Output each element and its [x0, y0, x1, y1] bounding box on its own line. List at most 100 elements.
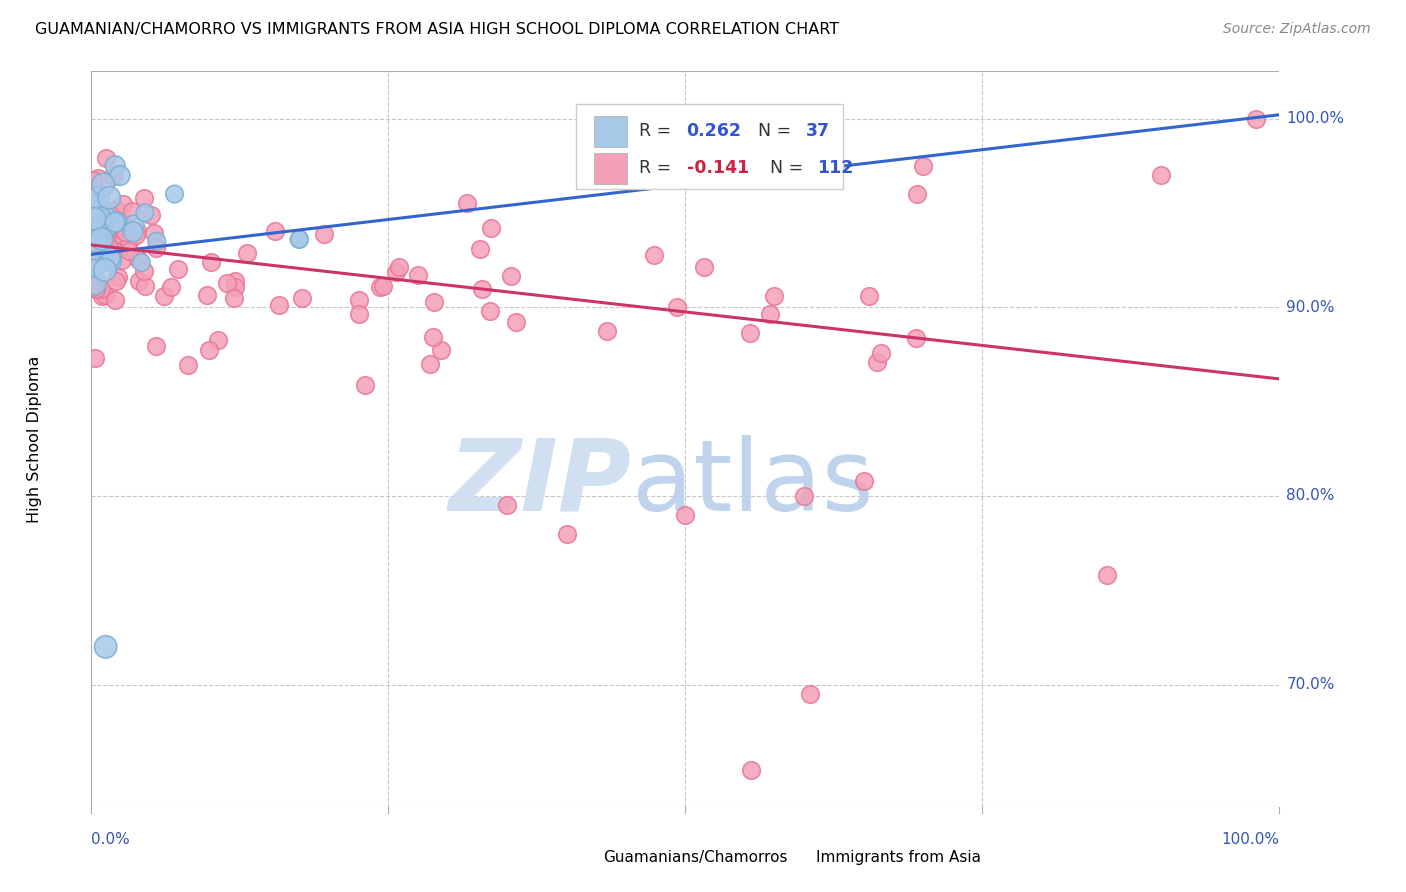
- Point: [84, 229, 107, 244]
- Point: [145, 241, 167, 255]
- Point: [121, 203, 143, 218]
- Point: [91, 178, 114, 192]
- Point: [83, 229, 105, 244]
- Point: [1244, 112, 1267, 126]
- Point: [107, 269, 129, 284]
- Point: [132, 264, 155, 278]
- Point: [217, 277, 239, 291]
- FancyBboxPatch shape: [561, 843, 596, 871]
- Point: [94, 262, 117, 277]
- Point: [90, 289, 112, 303]
- Point: [269, 298, 291, 312]
- Text: 90.0%: 90.0%: [1286, 300, 1334, 315]
- Point: [596, 324, 619, 338]
- Point: [103, 244, 125, 259]
- Point: [98, 191, 121, 205]
- Point: [479, 221, 502, 235]
- Point: [82, 197, 104, 211]
- Point: [291, 291, 314, 305]
- Text: N =: N =: [758, 122, 797, 140]
- Point: [312, 227, 335, 241]
- Point: [86, 234, 108, 248]
- Point: [82, 259, 104, 273]
- Point: [673, 508, 696, 522]
- Point: [236, 246, 259, 260]
- Point: [423, 294, 446, 309]
- Point: [83, 241, 105, 255]
- Point: [97, 222, 120, 236]
- Point: [90, 242, 112, 256]
- Point: [86, 171, 108, 186]
- Point: [349, 293, 371, 307]
- Point: [387, 260, 409, 274]
- Point: [83, 211, 105, 226]
- Point: [198, 343, 221, 357]
- Point: [134, 206, 156, 220]
- Point: [1149, 168, 1171, 182]
- Point: [128, 274, 150, 288]
- Point: [127, 224, 149, 238]
- Point: [852, 474, 875, 488]
- Point: [288, 232, 311, 246]
- Point: [105, 202, 128, 216]
- Point: [371, 279, 394, 293]
- Point: [105, 215, 128, 229]
- Point: [870, 346, 893, 360]
- Point: [97, 251, 120, 265]
- Point: [904, 331, 927, 345]
- Text: atlas: atlas: [631, 435, 873, 532]
- Text: High School Diploma: High School Diploma: [27, 356, 42, 523]
- Point: [103, 169, 125, 183]
- Point: [84, 240, 107, 254]
- Point: [468, 242, 491, 256]
- Point: [118, 244, 141, 259]
- Point: [385, 265, 408, 279]
- FancyBboxPatch shape: [593, 116, 627, 147]
- Point: [93, 221, 115, 235]
- Text: 0.0%: 0.0%: [91, 832, 131, 847]
- Point: [89, 224, 111, 238]
- Point: [288, 232, 311, 246]
- Text: 37: 37: [806, 122, 830, 140]
- Text: R =: R =: [640, 160, 676, 178]
- Point: [84, 351, 107, 366]
- Point: [82, 280, 104, 294]
- Point: [1095, 568, 1118, 582]
- Text: GUAMANIAN/CHAMORRO VS IMMIGRANTS FROM ASIA HIGH SCHOOL DIPLOMA CORRELATION CHART: GUAMANIAN/CHAMORRO VS IMMIGRANTS FROM AS…: [35, 22, 839, 37]
- Point: [83, 215, 105, 229]
- Point: [112, 229, 135, 244]
- Point: [693, 260, 716, 274]
- Point: [499, 269, 522, 284]
- Point: [83, 277, 105, 291]
- Point: [90, 247, 112, 261]
- Point: [82, 172, 104, 186]
- Text: ZIP: ZIP: [449, 435, 631, 532]
- Point: [456, 196, 478, 211]
- Point: [82, 202, 104, 216]
- Point: [86, 200, 108, 214]
- Point: [866, 355, 889, 369]
- Text: 100.0%: 100.0%: [1286, 111, 1344, 126]
- Point: [100, 210, 122, 224]
- Point: [82, 234, 104, 248]
- Text: 0.262: 0.262: [686, 122, 741, 140]
- Point: [858, 289, 880, 303]
- Point: [82, 219, 104, 234]
- Point: [94, 640, 117, 654]
- Text: 70.0%: 70.0%: [1286, 677, 1334, 692]
- Point: [90, 232, 112, 246]
- FancyBboxPatch shape: [593, 153, 627, 184]
- Text: Guamanians/Chamorros: Guamanians/Chamorros: [603, 850, 787, 865]
- Point: [131, 255, 153, 269]
- Point: [125, 228, 148, 243]
- Point: [167, 262, 190, 277]
- Point: [87, 244, 110, 258]
- Point: [159, 279, 181, 293]
- Point: [86, 213, 108, 227]
- Text: R =: R =: [640, 122, 676, 140]
- Point: [87, 191, 110, 205]
- Point: [353, 378, 375, 392]
- Point: [224, 275, 246, 289]
- Point: [163, 187, 186, 202]
- Point: [176, 358, 198, 372]
